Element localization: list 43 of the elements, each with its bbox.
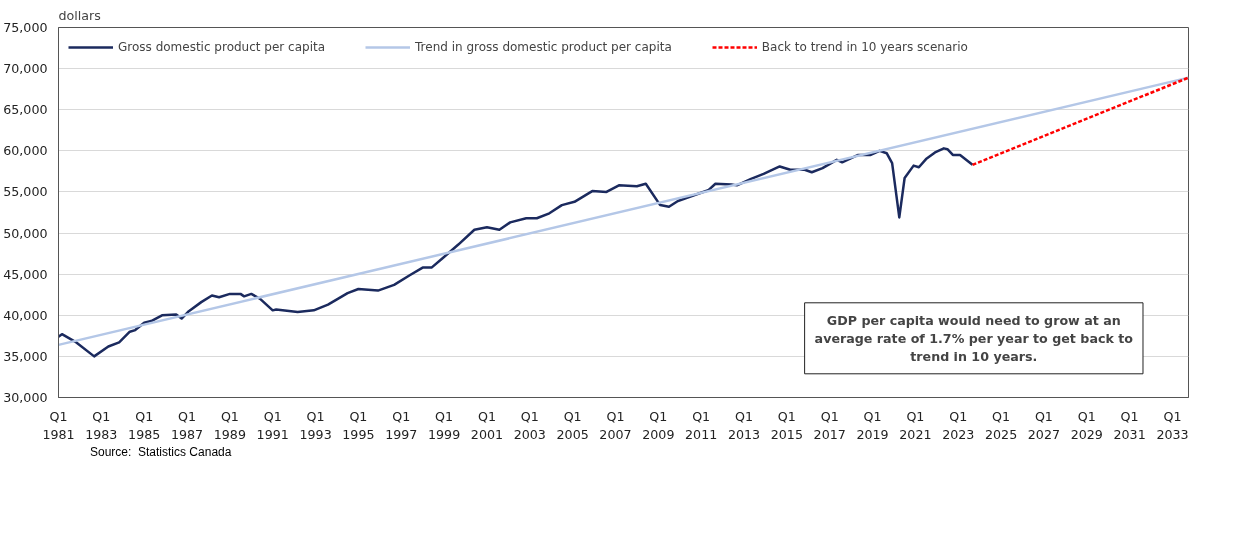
y-tick-label: 75,000 [3, 20, 48, 35]
x-tick-label: Q1 2019 [856, 408, 889, 442]
legend-label: Trend in gross domestic product per capita [415, 40, 672, 54]
annotation: GDP per capita would need to grow at an average rate of 1.7% per year to get back to trend in 10 years. [814, 312, 1134, 364]
legend-label: Back to trend in 10 years scenario [761, 40, 968, 54]
x-tick-label: Q1 1983 [85, 408, 118, 442]
x-tick-label: Q1 2031 [1113, 408, 1146, 442]
y-tick-label: 45,000 [3, 266, 48, 282]
x-tick-label: Q1 1995 [342, 408, 375, 442]
x-tick-label: Q1 2013 [727, 408, 761, 442]
y-tick-label: 50,000 [3, 225, 48, 241]
y-tick-label: 35,000 [3, 348, 48, 364]
x-tick-label: Q1 2009 [642, 408, 675, 442]
x-tick-label: Q1 2029 [1070, 408, 1103, 442]
y-axis-title: dollars [58, 7, 101, 23]
x-tick-label: Q1 2007 [599, 408, 632, 442]
y-tick-label: 65,000 [3, 102, 48, 118]
x-tick-label: Q1 1981 [42, 408, 75, 442]
x-tick-label: Q1 2003 [513, 408, 546, 442]
x-tick-label: Q1 2027 [1027, 408, 1061, 442]
x-tick-label: Q1 2017 [813, 408, 846, 442]
x-tick-label: Q1 2021 [899, 408, 932, 442]
x-tick-label: Q1 2011 [685, 408, 718, 442]
y-tick-label: 60,000 [3, 143, 48, 159]
x-tick-label: Q1 2001 [470, 408, 504, 442]
x-tick-label: Q1 2023 [942, 408, 975, 442]
x-tick-label: Q1 1997 [385, 408, 418, 442]
x-tick-label: Q1 2033 [1156, 408, 1189, 442]
x-tick-label: Q1 1985 [128, 408, 161, 442]
y-tick-label: 55,000 [3, 184, 48, 200]
x-tick-label: Q1 1999 [427, 408, 461, 442]
x-tick-label: Q1 2015 [770, 408, 803, 442]
x-tick-label: Q1 1993 [299, 408, 332, 442]
x-tick-label: Q1 2005 [556, 408, 589, 442]
x-tick-label: Q1 1989 [213, 408, 246, 442]
source-note: Source: Statistics Canada [90, 444, 232, 461]
y-tick-label: 30,000 [3, 390, 48, 405]
x-tick-label: Q1 1991 [256, 408, 289, 442]
y-tick-label: 70,000 [3, 61, 48, 77]
y-tick-label: 40,000 [3, 307, 48, 323]
x-tick-label: Q1 2025 [985, 408, 1018, 442]
legend-label: Gross domestic product per capita [118, 40, 326, 54]
x-tick-label: Q1 1987 [170, 408, 204, 442]
